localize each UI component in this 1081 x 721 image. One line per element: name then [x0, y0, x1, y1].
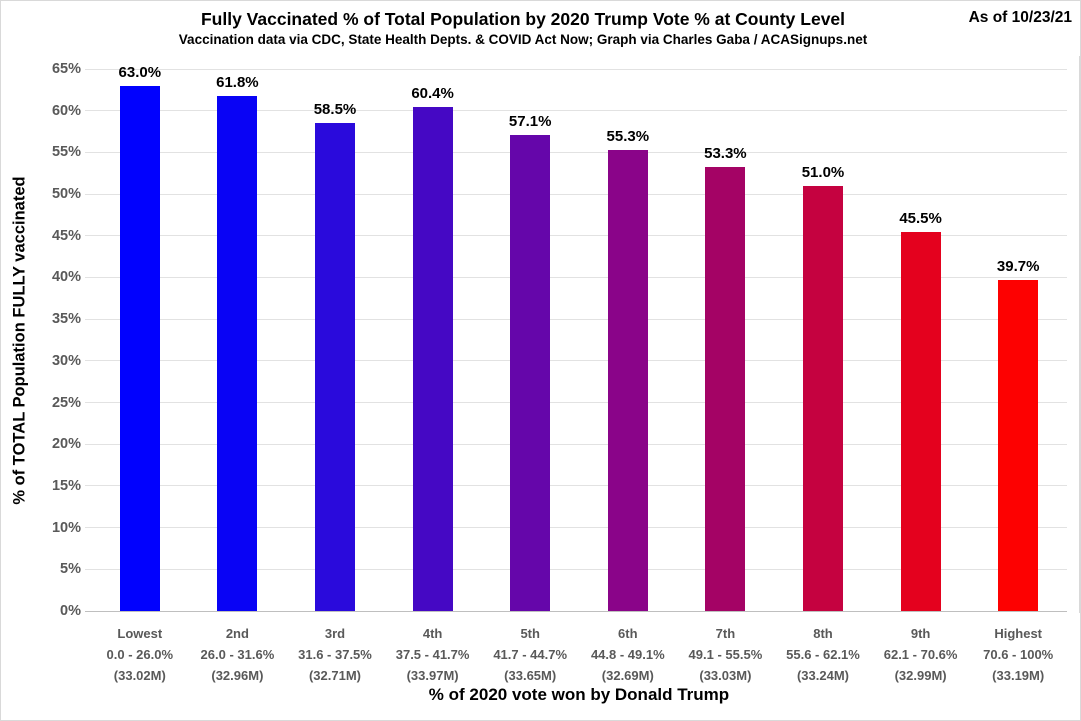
x-tick-range: 26.0 - 31.6%: [200, 647, 275, 662]
x-tick-range: 41.7 - 44.7%: [493, 647, 568, 662]
x-tick-tier: 9th: [910, 626, 931, 641]
y-tick-label-40: 40%: [51, 269, 81, 286]
as-of-date: As of 10/23/21: [968, 9, 1072, 26]
bar-value-label-10: 39.7%: [996, 257, 1040, 275]
x-tick-population: (32.69M): [601, 668, 654, 683]
gridline-45: [85, 235, 1067, 237]
x-tick-range: 37.5 - 41.7%: [395, 647, 470, 662]
x-tick-population: (33.03M): [699, 668, 752, 683]
bar-10: [998, 279, 1039, 611]
x-tick-range: 31.6 - 37.5%: [298, 647, 372, 662]
x-tick-range: 55.6 - 62.1%: [786, 647, 860, 662]
x-tick-tier: 5th: [520, 626, 540, 641]
gridline-35: [85, 318, 1067, 320]
bar-5: [510, 134, 551, 611]
y-tick-label-10: 10%: [51, 519, 81, 536]
x-tick-population: (33.65M): [504, 668, 557, 683]
plot-right-border: [1079, 56, 1080, 613]
y-tick-label-50: 50%: [51, 186, 81, 203]
plot-area: 63.0% 61.8% 58.5% 60.4% 57.1% 55.3% 53.3% 51.0%…: [85, 64, 1067, 612]
bar-6: [607, 149, 648, 611]
y-tick-label-30: 30%: [51, 352, 81, 369]
x-axis-title: % of 2020 vote won by Donald Trump: [428, 685, 730, 704]
bar-value-label-3: 58.5%: [313, 101, 357, 119]
x-tick-population: (33.02M): [113, 668, 166, 683]
bar-value-label-9: 45.5%: [899, 209, 942, 227]
gridline-5: [85, 568, 1067, 570]
y-tick-label-20: 20%: [51, 436, 81, 453]
x-tick-population: (32.99M): [894, 668, 947, 683]
x-tick-label-2: 2nd 26.0 - 31.6% (32.96M): [189, 623, 287, 686]
x-tick-range: 44.8 - 49.1%: [590, 647, 665, 662]
x-tick-tier: 3rd: [324, 626, 346, 641]
x-tick-label-4: 4th 37.5 - 41.7% (33.97M): [384, 623, 482, 686]
chart-subtitle: Vaccination data via CDC, State Health D…: [178, 32, 868, 47]
chart-title: Fully Vaccinated % of Total Population b…: [200, 9, 846, 29]
x-tick-population: (32.96M): [211, 668, 264, 683]
gridline-65: [85, 68, 1067, 70]
y-tick-label-45: 45%: [51, 227, 81, 244]
x-tick-tier: 2nd: [225, 626, 249, 641]
bar-value-label-6: 55.3%: [606, 127, 650, 145]
x-tick-tier: 7th: [715, 626, 736, 641]
gridline-15: [85, 485, 1067, 487]
y-tick-label-55: 55%: [51, 144, 81, 161]
bar-9: [900, 231, 941, 611]
bar-value-label-8: 51.0%: [801, 163, 845, 181]
bar-1: [119, 85, 160, 611]
x-tick-label-3: 3rd 31.6 - 37.5% (32.71M): [286, 623, 384, 686]
x-tick-tier: Lowest: [117, 626, 163, 641]
gridline-50: [85, 193, 1067, 195]
x-tick-population: (33.24M): [796, 668, 849, 683]
x-axis-baseline: [85, 610, 1067, 612]
gridline-30: [85, 360, 1067, 362]
x-tick-label-10: Highest 70.6 - 100% (33.19M): [969, 623, 1067, 686]
bar-value-label-4: 60.4%: [411, 85, 454, 103]
x-tick-range: 0.0 - 26.0%: [106, 647, 174, 662]
y-tick-label-65: 65%: [51, 61, 81, 77]
x-tick-range: 70.6 - 100%: [983, 647, 1054, 662]
x-tick-tier: 6th: [618, 626, 638, 641]
gridline-40: [85, 276, 1067, 278]
bar-4: [412, 107, 453, 611]
y-tick-label-15: 15%: [51, 477, 81, 494]
x-tick-label-6: 6th 44.8 - 49.1% (32.69M): [579, 623, 677, 686]
bar-7: [705, 166, 746, 611]
x-tick-population: (33.19M): [992, 668, 1045, 683]
x-tick-label-7: 7th 49.1 - 55.5% (33.03M): [677, 623, 775, 686]
x-tick-tier: Highest: [994, 626, 1043, 641]
y-tick-label-0: 0%: [60, 603, 81, 619]
gridline-55: [85, 151, 1067, 153]
x-tick-tier: 8th: [813, 626, 833, 641]
y-tick-label-25: 25%: [51, 394, 81, 411]
y-tick-label-35: 35%: [51, 311, 81, 328]
x-tick-label-1: Lowest 0.0 - 26.0% (33.02M): [91, 623, 189, 686]
y-tick-label-60: 60%: [51, 102, 81, 119]
bar-3: [315, 123, 355, 611]
gridline-20: [85, 443, 1067, 445]
x-tick-label-5: 5th 41.7 - 44.7% (33.65M): [481, 623, 579, 686]
x-tick-population: (33.97M): [406, 668, 459, 683]
bar-value-label-2: 61.8%: [216, 73, 259, 91]
bar-value-label-1: 63.0%: [118, 63, 162, 81]
gridline-10: [85, 527, 1067, 529]
x-tick-label-8: 8th 55.6 - 62.1% (33.24M): [774, 623, 872, 686]
gridline-25: [85, 402, 1067, 404]
bar-value-label-7: 53.3%: [704, 144, 747, 162]
y-tick-label-5: 5%: [60, 561, 81, 578]
gridline-60: [85, 110, 1067, 112]
x-tick-tier: 4th: [422, 626, 443, 641]
x-tick-range: 62.1 - 70.6%: [883, 647, 958, 662]
x-tick-population: (32.71M): [308, 668, 361, 683]
bar-8: [803, 185, 843, 611]
x-tick-range: 49.1 - 55.5%: [688, 647, 763, 662]
bar-value-label-5: 57.1%: [508, 112, 552, 130]
bar-2: [217, 95, 258, 611]
x-tick-label-9: 9th 62.1 - 70.6% (32.99M): [872, 623, 970, 686]
